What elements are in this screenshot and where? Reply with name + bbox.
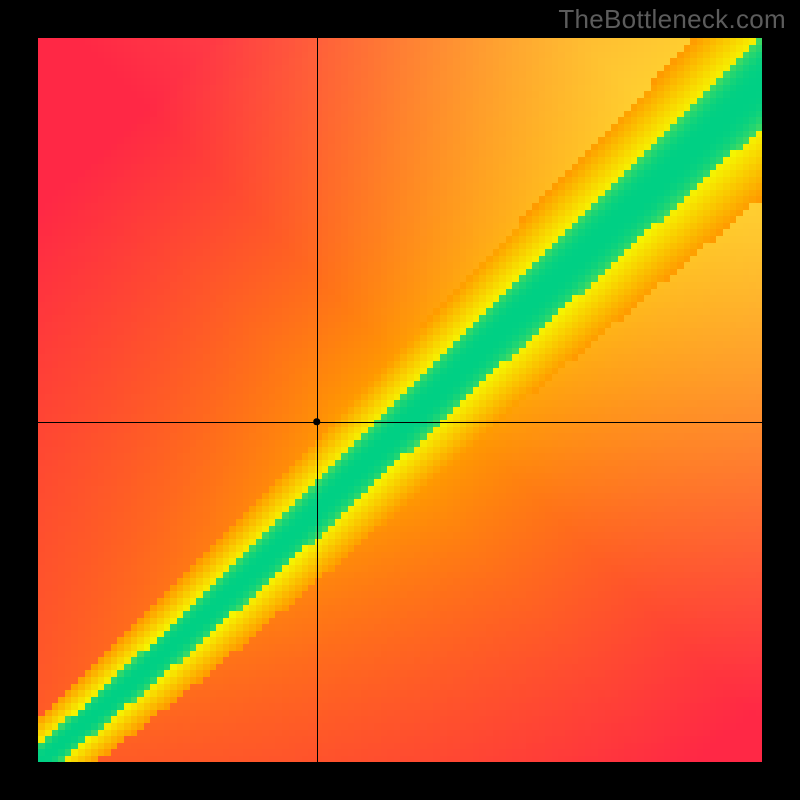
heatmap-canvas xyxy=(38,38,762,762)
watermark-text: TheBottleneck.com xyxy=(558,4,786,35)
heatmap-plot-area xyxy=(38,38,762,762)
chart-container: TheBottleneck.com xyxy=(0,0,800,800)
